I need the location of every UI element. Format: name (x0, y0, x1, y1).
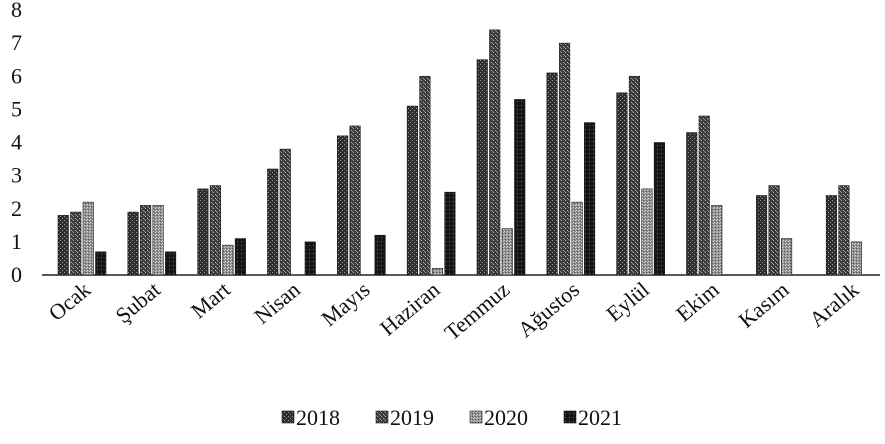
bar-2018-2 (197, 188, 209, 276)
bar-2018-3 (267, 168, 279, 276)
legend-label-2019: 2019 (390, 405, 434, 430)
bar-2020-8 (641, 188, 653, 276)
bar-2019-10 (768, 185, 780, 276)
x-tick-label-7: Ağustos (513, 277, 584, 343)
bar-2018-10 (756, 195, 768, 276)
y-tick-label-0: 0 (11, 262, 22, 287)
legend-label-2020: 2020 (484, 405, 528, 430)
bar-2019-3 (279, 148, 291, 276)
bar-2019-11 (838, 185, 850, 276)
bar-2020-1 (152, 205, 164, 276)
bar-2019-0 (70, 211, 82, 276)
x-axis-labels: Ocak Şubat Mart Nisan Mayıs HaziranTemmuzAğus… (44, 277, 864, 346)
x-tick-label-10: Kasım (733, 277, 793, 333)
bar-2018-4 (337, 135, 349, 276)
bar-2018-11 (825, 195, 837, 276)
legend-swatch-2021 (563, 410, 577, 424)
bar-2018-5 (406, 105, 418, 276)
bar-2021-3 (304, 241, 316, 276)
bar-2021-0 (95, 251, 107, 276)
x-tick-label-2: Mart (186, 277, 235, 324)
bar-2020-0 (82, 201, 94, 276)
y-tick-label-4: 4 (11, 130, 22, 155)
bar-2021-4 (374, 234, 386, 276)
bar-2018-7 (546, 72, 558, 276)
legend-swatch-2018 (281, 410, 295, 424)
bar-2021-6 (514, 99, 526, 276)
y-tick-label-2: 2 (11, 196, 22, 221)
bar-2020-6 (501, 228, 513, 276)
x-tick-label-1: Şubat (111, 277, 165, 328)
bar-2021-1 (165, 251, 177, 276)
bar-2018-0 (57, 215, 69, 276)
x-tick-label-4: Mayıs (316, 277, 374, 332)
bar-2019-6 (489, 29, 501, 276)
bar-2018-8 (616, 92, 628, 276)
legend: 2018 2019 2020 2021 (281, 405, 622, 430)
x-tick-label-11: Aralık (804, 277, 863, 332)
bar-2020-9 (711, 205, 723, 276)
legend-label-2021: 2021 (578, 405, 622, 430)
bar-2020-2 (222, 244, 234, 276)
y-tick-label-6: 6 (11, 63, 22, 88)
bar-2018-9 (686, 132, 698, 276)
x-tick-label-0: Ocak (44, 277, 96, 326)
bar-2019-4 (349, 125, 361, 276)
bar-2020-5 (431, 268, 443, 276)
bar-2021-8 (653, 142, 665, 276)
legend-swatch-2020 (469, 410, 483, 424)
x-tick-label-3: Nisan (249, 277, 304, 329)
y-tick-label-5: 5 (11, 96, 22, 121)
bar-2020-11 (850, 241, 862, 276)
x-tick-label-9: Ekim (671, 277, 724, 327)
bar-2019-7 (559, 42, 571, 276)
bar-2018-6 (476, 59, 488, 276)
bar-2021-7 (584, 122, 596, 276)
bar-2019-2 (209, 185, 221, 276)
y-tick-label-7: 7 (11, 30, 22, 55)
y-tick-label-3: 3 (11, 163, 22, 188)
x-tick-label-8: Eylül (601, 277, 654, 327)
bar-2019-5 (419, 75, 431, 276)
legend-label-2018: 2018 (296, 405, 340, 430)
y-tick-label-1: 1 (11, 229, 22, 254)
bar-2018-1 (127, 211, 139, 276)
bar-2021-2 (234, 238, 246, 276)
bar-2020-10 (781, 238, 793, 276)
bar-2019-9 (698, 115, 710, 276)
x-tick-label-5: Haziran (375, 277, 444, 341)
bar-2019-1 (140, 205, 152, 276)
bar-2019-8 (628, 75, 640, 276)
bars-group (57, 29, 862, 276)
x-tick-label-6: Temmuz (439, 277, 514, 346)
y-axis: 0 1 2 3 4 5 6 7 8 (11, 0, 22, 287)
legend-swatch-2019 (375, 410, 389, 424)
bar-2021-5 (444, 191, 456, 276)
bar-2020-7 (571, 201, 583, 276)
y-tick-label-8: 8 (11, 0, 22, 22)
